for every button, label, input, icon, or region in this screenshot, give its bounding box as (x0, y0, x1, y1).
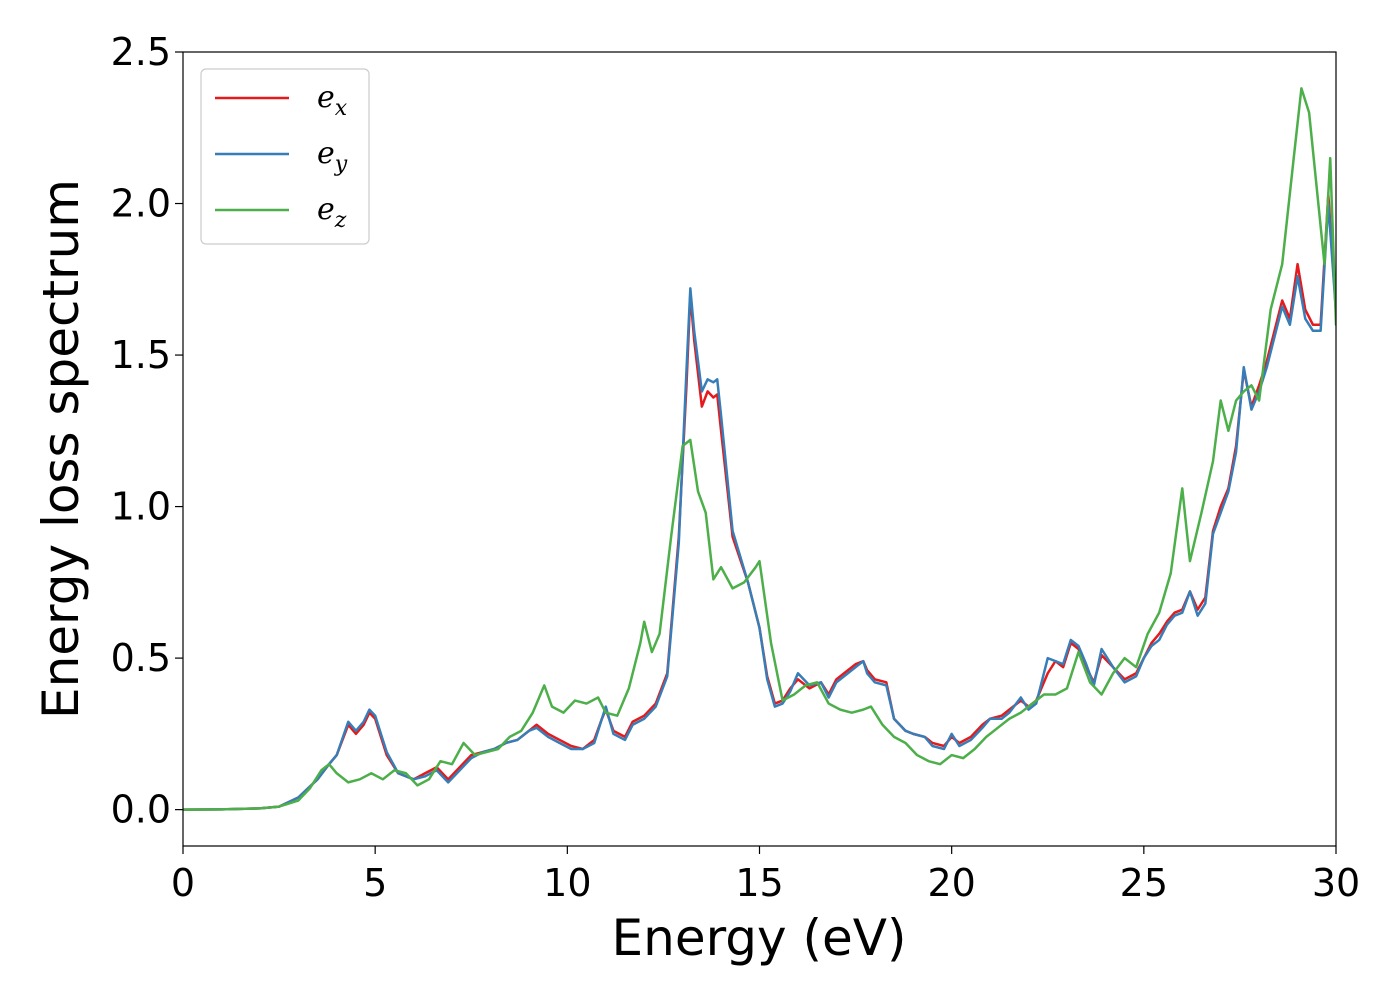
x-tick-label: 25 (1120, 861, 1168, 905)
legend-box (200, 68, 370, 245)
x-tick-label: 0 (171, 861, 195, 905)
series-line-e-z (183, 87, 1336, 811)
series-layer (183, 87, 1336, 811)
x-tick-label: 30 (1312, 861, 1360, 905)
y-tick-label: 2.0 (111, 182, 171, 226)
x-tick-label: 20 (927, 861, 975, 905)
x-axis-label: Energy (eV) (612, 909, 907, 967)
y-tick-label: 0.0 (111, 788, 171, 832)
legend-label-ez: ez (317, 192, 347, 233)
y-tick-label: 2.5 (111, 30, 171, 74)
legend-label-ey: ey (317, 136, 348, 177)
y-axis-ticks: 0.0 0.5 1.0 1.5 2.0 2.5 (111, 30, 183, 832)
series-line-e-y (183, 202, 1336, 811)
y-axis-label: Energy loss spectrum (32, 179, 90, 719)
y-tick-label: 0.5 (111, 636, 171, 680)
x-tick-label: 10 (543, 861, 591, 905)
legend-label-ex: ex (317, 80, 348, 121)
legend: ex ey ez (200, 68, 370, 245)
y-tick-label: 1.0 (111, 485, 171, 529)
x-axis-ticks: 0 5 10 15 20 25 30 (171, 846, 1360, 905)
y-tick-label: 1.5 (111, 333, 171, 377)
x-tick-label: 5 (363, 861, 387, 905)
x-tick-label: 15 (735, 861, 783, 905)
